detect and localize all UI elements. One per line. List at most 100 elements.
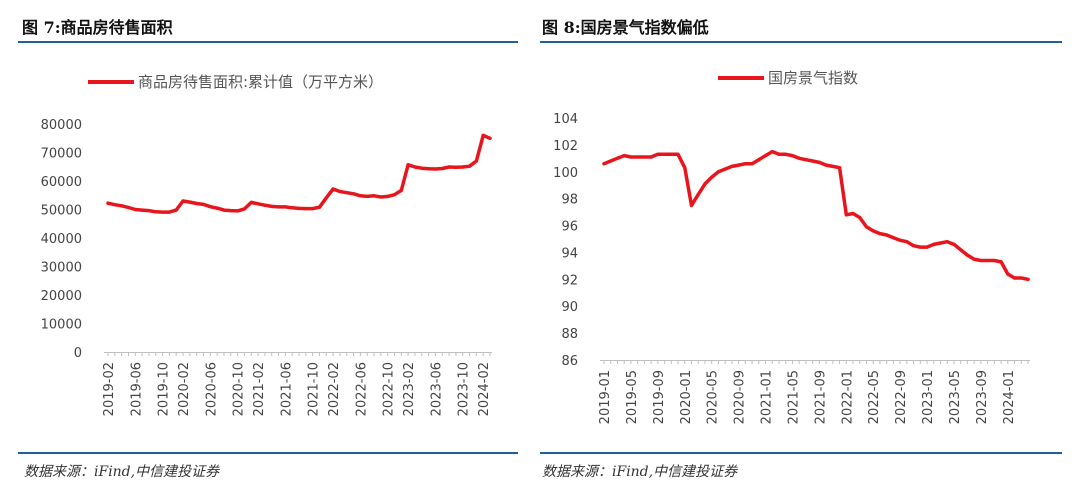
y-tick-label: 40000 bbox=[41, 232, 82, 247]
data-point bbox=[256, 202, 260, 206]
x-tick-label: 2023-06 bbox=[429, 362, 444, 416]
data-point bbox=[925, 245, 929, 249]
x-tick-label: 2022-06 bbox=[354, 362, 369, 416]
data-point bbox=[413, 165, 417, 169]
data-point bbox=[154, 210, 158, 214]
data-point bbox=[898, 238, 902, 242]
data-point bbox=[676, 152, 680, 156]
y-tick-label: 10000 bbox=[41, 318, 82, 333]
data-point bbox=[201, 202, 206, 206]
data-point bbox=[352, 192, 356, 196]
x-tick-label: 2019-06 bbox=[129, 362, 144, 416]
data-point bbox=[386, 194, 390, 198]
data-point bbox=[986, 258, 990, 263]
x-tick-label: 2021-06 bbox=[279, 362, 294, 416]
data-point bbox=[488, 136, 492, 140]
data-point bbox=[824, 163, 828, 167]
data-point bbox=[804, 158, 808, 162]
data-point bbox=[811, 159, 815, 163]
data-point bbox=[649, 155, 653, 159]
x-tick-label: 2022-05 bbox=[867, 370, 882, 424]
line-chart: 商品房待售面积:累计值（万平方米） 80000 70000 60000 50000 400… bbox=[41, 73, 493, 416]
x-tick-label: 2024-01 bbox=[1002, 370, 1017, 424]
data-point bbox=[609, 159, 613, 163]
data-point bbox=[399, 188, 403, 192]
data-point bbox=[871, 229, 875, 233]
legend-label: 商品房待售面积:累计值（万平方米） bbox=[138, 73, 383, 91]
data-point bbox=[379, 195, 383, 199]
data-point bbox=[636, 155, 640, 159]
x-tick-label: 2019-05 bbox=[625, 370, 640, 424]
x-tick-label: 2021-02 bbox=[252, 362, 267, 416]
x-tick-label: 2019-10 bbox=[157, 362, 172, 416]
data-point bbox=[723, 167, 727, 171]
x-tick-label: 2020-01 bbox=[679, 370, 694, 424]
y-tick-label: 20000 bbox=[41, 289, 82, 304]
data-point bbox=[689, 203, 694, 207]
data-point bbox=[999, 260, 1003, 264]
data-point bbox=[642, 155, 646, 159]
data-point bbox=[345, 191, 349, 195]
data-point bbox=[938, 241, 943, 245]
y-tick-label: 80000 bbox=[41, 118, 82, 133]
data-point bbox=[427, 167, 431, 171]
data-point bbox=[918, 245, 922, 249]
data-point bbox=[602, 162, 606, 166]
data-point bbox=[270, 204, 274, 208]
data-point bbox=[181, 199, 185, 203]
data-point bbox=[669, 152, 673, 156]
data-point bbox=[106, 201, 110, 205]
data-point bbox=[696, 193, 700, 197]
y-tick-label: 70000 bbox=[41, 147, 82, 162]
data-point bbox=[790, 154, 794, 158]
y-tick-label: 102 bbox=[553, 139, 578, 154]
data-point bbox=[249, 200, 253, 204]
data-point bbox=[945, 240, 949, 244]
data-point bbox=[133, 207, 137, 212]
data-point bbox=[113, 203, 117, 207]
data-point bbox=[730, 164, 734, 168]
data-point bbox=[324, 196, 328, 200]
data-point bbox=[290, 206, 294, 210]
data-point bbox=[236, 209, 240, 213]
y-tick-label: 100 bbox=[553, 166, 578, 181]
data-point bbox=[229, 209, 233, 213]
x-tick-label: 2019-02 bbox=[102, 362, 117, 416]
data-point bbox=[1006, 272, 1010, 276]
data-point bbox=[454, 165, 458, 169]
y-tick-label: 90 bbox=[561, 300, 578, 315]
data-point bbox=[878, 232, 882, 236]
data-point bbox=[474, 159, 478, 163]
data-point bbox=[276, 205, 281, 209]
legend-label: 国房景气指数 bbox=[768, 69, 858, 87]
data-point bbox=[304, 207, 308, 211]
x-tick-label: 2022-01 bbox=[840, 370, 855, 424]
data-point bbox=[992, 258, 996, 263]
x-tick-label: 2020-06 bbox=[204, 362, 219, 416]
x-tick-label: 2021-01 bbox=[760, 370, 775, 424]
x-tick-label: 2023-02 bbox=[402, 362, 417, 416]
data-point bbox=[629, 155, 633, 159]
data-point bbox=[222, 208, 226, 212]
y-tick-label: 60000 bbox=[41, 175, 82, 190]
y-tick-label: 104 bbox=[553, 112, 578, 127]
data-point bbox=[120, 204, 124, 208]
data-point bbox=[844, 213, 848, 217]
data-point bbox=[959, 248, 963, 252]
x-tick-label: 2019-01 bbox=[598, 370, 613, 424]
chart-panel-climate-index: 图 8:国房景气指数偏低 国房景气指数 104 102 100 98 96 94 92 90 88… bbox=[540, 0, 1080, 494]
data-point bbox=[1012, 276, 1017, 280]
y-tick-label: 92 bbox=[561, 273, 578, 288]
data-point bbox=[440, 166, 444, 171]
y-tick-label: 88 bbox=[561, 327, 578, 342]
data-point bbox=[817, 160, 821, 164]
data-point bbox=[763, 154, 768, 158]
data-point bbox=[737, 163, 741, 167]
data-point bbox=[797, 156, 801, 160]
data-point bbox=[622, 154, 626, 158]
series-line bbox=[602, 149, 1030, 282]
y-tick-label: 0 bbox=[74, 346, 82, 361]
footer-divider bbox=[540, 452, 1062, 454]
figure-title: 图 7:商品房待售面积 bbox=[22, 18, 173, 37]
data-point bbox=[770, 150, 774, 154]
